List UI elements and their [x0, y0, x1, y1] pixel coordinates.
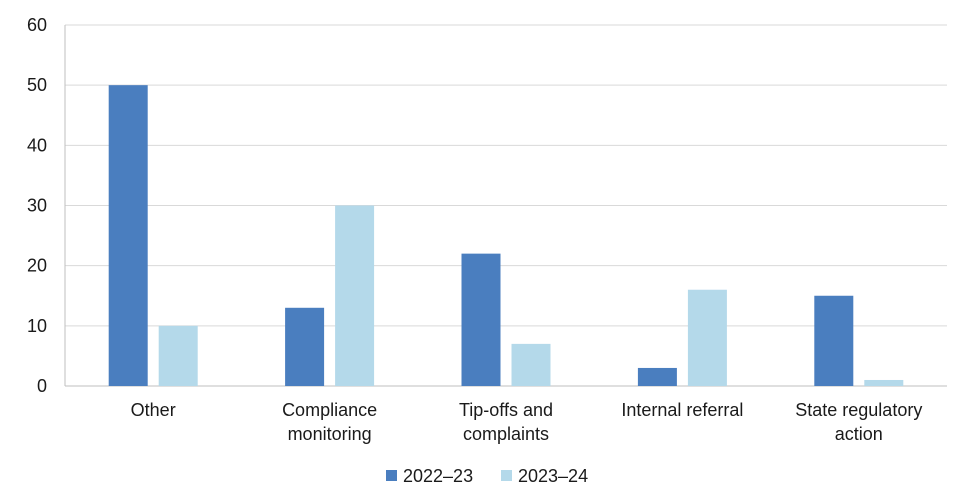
bar: [285, 307, 325, 386]
bar: [687, 289, 727, 386]
bar: [335, 205, 375, 386]
y-tick-label: 60: [27, 15, 47, 35]
bars: [108, 85, 904, 387]
x-tick-label: Other: [131, 400, 176, 420]
bar: [814, 295, 854, 386]
bar: [158, 325, 198, 386]
legend-label: 2023–24: [518, 466, 588, 486]
y-tick-label: 20: [27, 256, 47, 276]
y-tick-label: 10: [27, 316, 47, 336]
legend: 2022–23 2023–24: [386, 466, 588, 486]
y-tick-label: 50: [27, 75, 47, 95]
legend-label: 2022–23: [403, 466, 473, 486]
gridlines: [65, 24, 947, 327]
x-tick-label: complaints: [463, 424, 549, 444]
x-tick-label: monitoring: [288, 424, 372, 444]
x-tick-label: Tip-offs and: [459, 400, 553, 420]
y-tick-label: 40: [27, 135, 47, 155]
bar: [864, 379, 904, 386]
legend-swatch: [386, 470, 397, 481]
y-tick-label: 30: [27, 196, 47, 216]
bar: [637, 367, 677, 386]
legend-swatch: [501, 470, 512, 481]
bar: [461, 253, 501, 386]
bar: [511, 343, 551, 386]
y-tick-label: 0: [37, 376, 47, 396]
labels: 0 10 20 30 40 50 60 Other Compliance monitoring Ti…: [27, 15, 922, 444]
x-tick-label: action: [835, 424, 883, 444]
x-tick-label: Internal referral: [621, 400, 743, 420]
x-tick-label: State regulatory: [795, 400, 922, 420]
bar: [108, 85, 148, 387]
x-tick-label: Compliance: [282, 400, 377, 420]
axes: [64, 25, 947, 387]
